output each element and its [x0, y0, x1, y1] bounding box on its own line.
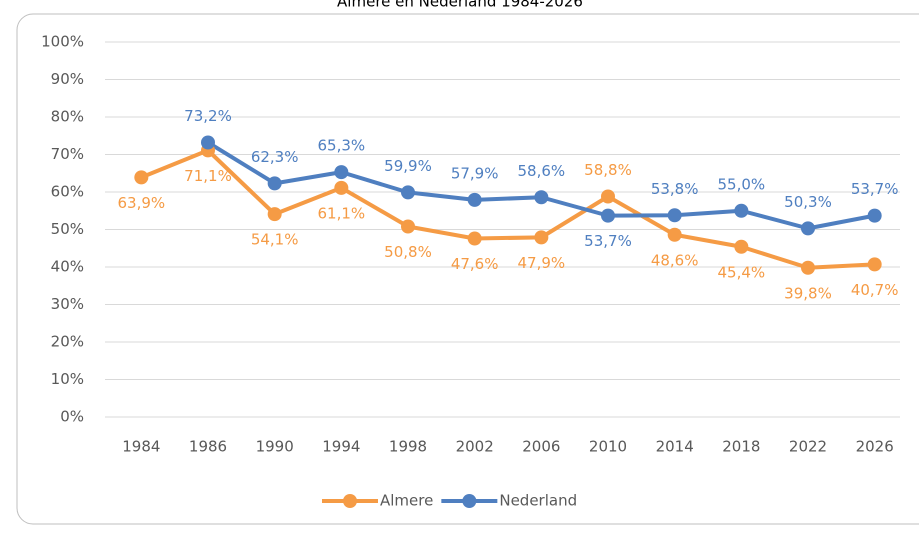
legend-marker: [462, 494, 477, 508]
x-tick-label: 1990: [256, 438, 294, 456]
data-label: 59,9%: [384, 157, 432, 175]
legend-label: Nederland: [499, 492, 577, 510]
series-line: [206, 140, 876, 231]
data-point: [601, 189, 615, 204]
data-label: 58,8%: [584, 161, 632, 179]
legend-marker: [343, 494, 357, 508]
data-label: 73,2%: [184, 107, 232, 125]
data-point: [134, 170, 149, 185]
x-tick-label: 2026: [856, 438, 894, 456]
data-label: 65,3%: [318, 137, 366, 155]
data-point: [401, 219, 415, 234]
data-label: 62,3%: [251, 148, 299, 166]
x-tick-label: 2022: [789, 438, 827, 456]
data-point: [334, 165, 349, 180]
x-tick-label: 2018: [722, 438, 760, 456]
data-point: [534, 190, 549, 205]
data-point: [801, 260, 815, 275]
y-tick-label: 20%: [51, 333, 84, 351]
chart-title: Almere en Nederland 1984-2026: [337, 0, 583, 11]
data-label: 57,9%: [451, 164, 499, 182]
data-label: 71,1%: [184, 167, 232, 185]
data-label: 48,6%: [651, 251, 699, 269]
legend-label: Almere: [380, 492, 433, 510]
data-point: [267, 207, 282, 222]
series-line: [140, 148, 875, 270]
y-tick-label: 40%: [51, 258, 84, 276]
y-tick-label: 10%: [51, 370, 84, 388]
y-tick-label: 80%: [51, 108, 84, 126]
data-point: [534, 230, 549, 245]
data-label: 53,8%: [651, 180, 699, 198]
x-tick-label: 2006: [522, 438, 560, 456]
data-point: [467, 192, 482, 207]
data-label: 47,9%: [518, 254, 566, 272]
data-point: [401, 185, 415, 200]
y-tick-label: 30%: [51, 295, 84, 313]
data-point: [467, 231, 482, 246]
data-point: [734, 239, 749, 254]
y-tick-label: 0%: [60, 408, 84, 426]
data-point: [867, 257, 882, 272]
data-label: 53,7%: [851, 180, 899, 198]
data-point: [201, 135, 215, 150]
y-tick-label: 50%: [51, 220, 84, 238]
chart-border: [16, 13, 919, 525]
y-tick-label: 60%: [51, 183, 84, 201]
x-tick-label: 1994: [322, 438, 360, 456]
data-label: 47,6%: [451, 255, 499, 273]
data-label: 39,8%: [784, 284, 832, 302]
data-label: 50,8%: [384, 243, 432, 261]
data-label: 61,1%: [318, 204, 366, 222]
data-point: [601, 208, 615, 223]
data-label: 58,6%: [518, 162, 566, 180]
data-point: [267, 176, 282, 191]
data-label: 63,9%: [118, 194, 166, 212]
data-point: [667, 227, 682, 242]
y-tick-label: 90%: [51, 70, 84, 88]
data-label: 54,1%: [251, 231, 299, 249]
data-label: 55,0%: [718, 175, 766, 193]
data-label: 50,3%: [784, 193, 832, 211]
x-tick-label: 1998: [389, 438, 427, 456]
data-point: [734, 203, 749, 218]
data-point: [801, 221, 815, 236]
y-tick-label: 70%: [51, 145, 84, 163]
x-tick-label: 2002: [456, 438, 494, 456]
data-label: 45,4%: [718, 263, 766, 281]
data-label: 40,7%: [851, 281, 899, 299]
y-tick-label: 100%: [41, 33, 84, 51]
data-label: 53,7%: [584, 232, 632, 250]
x-tick-label: 1984: [122, 438, 160, 456]
x-tick-label: 1986: [189, 438, 227, 456]
x-tick-label: 2010: [589, 438, 627, 456]
x-tick-label: 2014: [656, 438, 694, 456]
data-point: [667, 208, 682, 223]
data-point: [334, 180, 349, 195]
data-point: [867, 208, 882, 223]
